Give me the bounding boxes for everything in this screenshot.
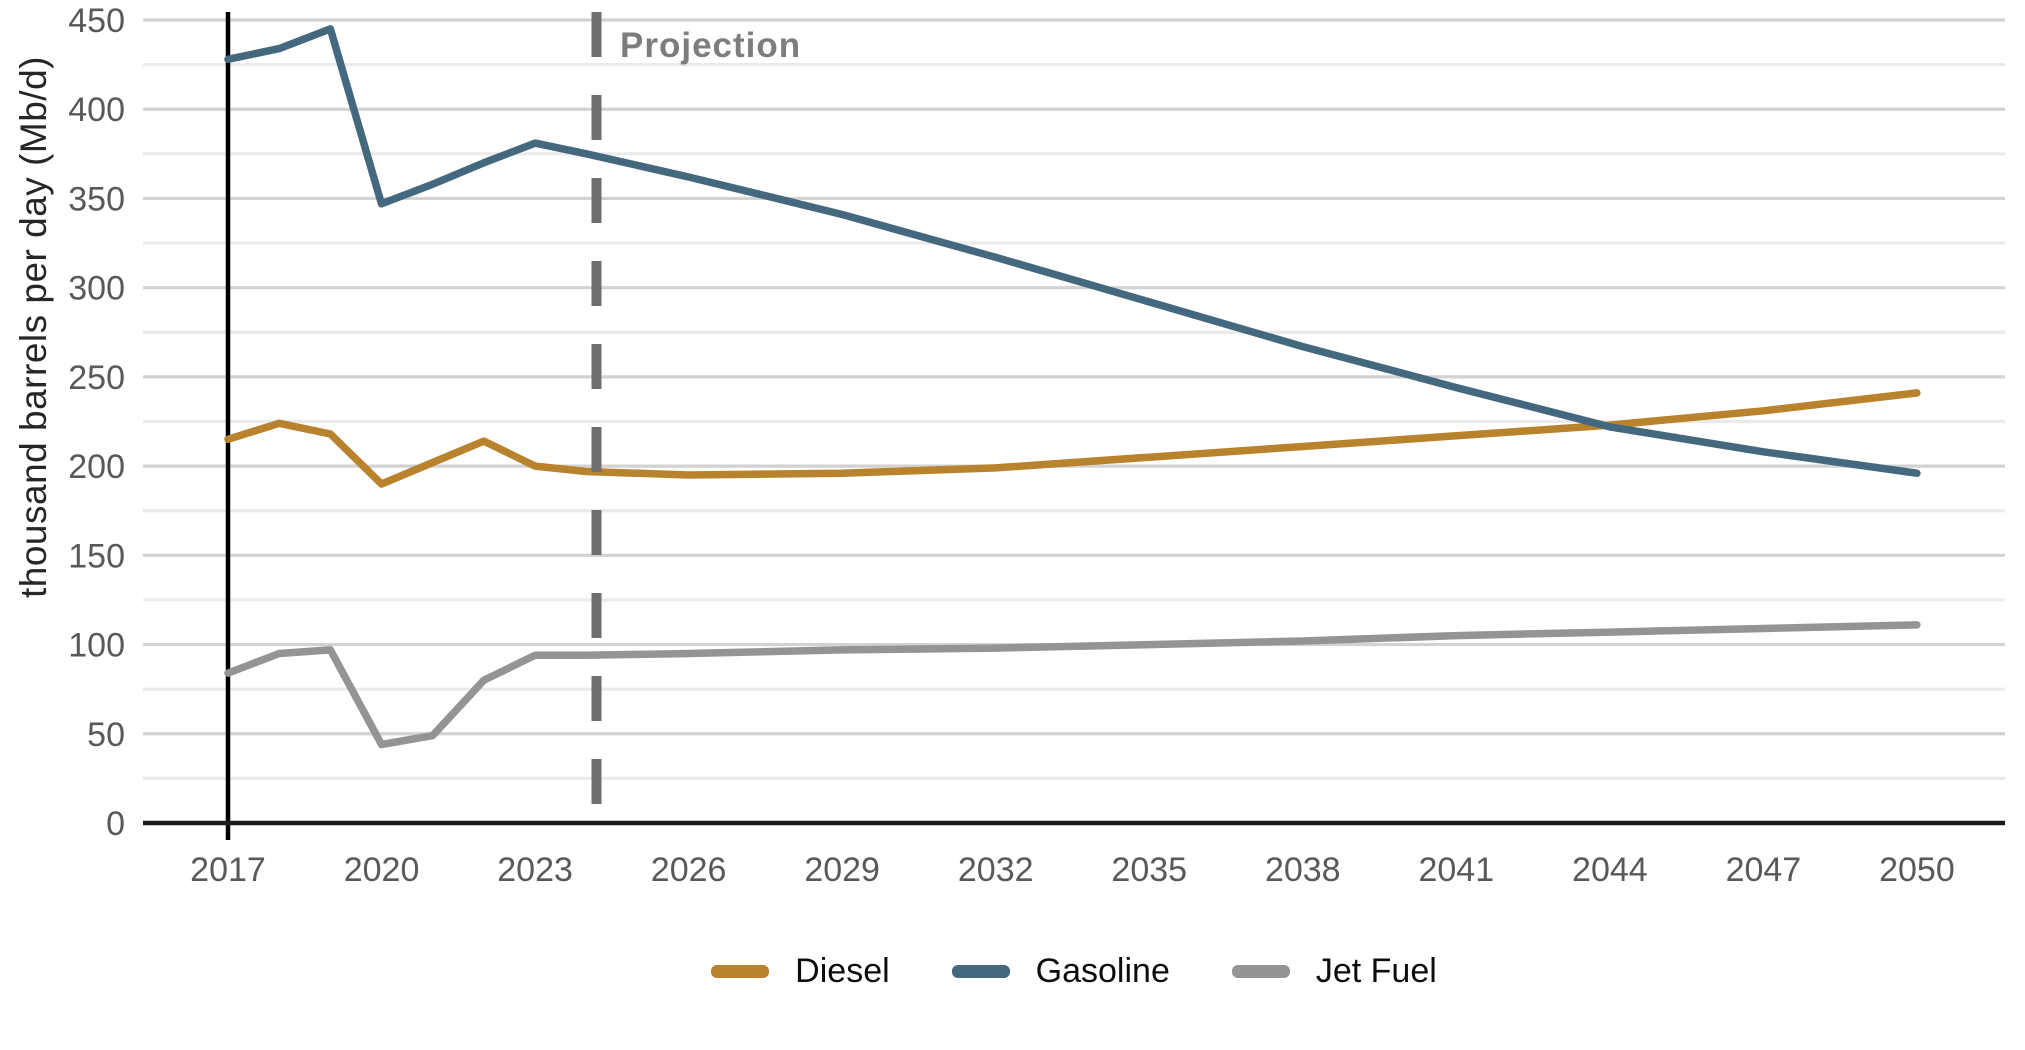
legend-swatch-icon xyxy=(711,965,770,978)
projection-annotation: Projection xyxy=(620,26,802,65)
series-line-jet-fuel xyxy=(224,621,1921,749)
y-tick-label-100: 100 xyxy=(68,627,125,665)
x-tick-label-2044: 2044 xyxy=(1572,851,1648,889)
legend-label: Jet Fuel xyxy=(1315,952,1437,990)
legend-swatch-icon xyxy=(1231,965,1290,978)
y-tick-label-300: 300 xyxy=(68,270,125,308)
x-tick-label-2047: 2047 xyxy=(1726,851,1802,889)
y-tick-label-150: 150 xyxy=(68,537,125,575)
x-tick-label-2038: 2038 xyxy=(1265,851,1341,889)
legend-label: Diesel xyxy=(795,952,890,990)
series-line-gasoline xyxy=(224,25,1921,477)
y-tick-label-400: 400 xyxy=(68,91,125,129)
legend: Diesel Gasoline Jet Fuel xyxy=(143,952,2005,991)
x-tick-label-2029: 2029 xyxy=(804,851,880,889)
y-tick-label-250: 250 xyxy=(68,359,125,397)
x-tick-label-2050: 2050 xyxy=(1879,851,1955,889)
legend-item-jet-fuel: Jet Fuel xyxy=(1231,952,1437,991)
x-tick-label-2017: 2017 xyxy=(190,851,266,889)
y-tick-label-450: 450 xyxy=(68,2,125,40)
y-tick-label-50: 50 xyxy=(87,716,125,754)
x-tick-label-2032: 2032 xyxy=(958,851,1034,889)
y-tick-label-350: 350 xyxy=(68,180,125,218)
x-tick-label-2026: 2026 xyxy=(651,851,727,889)
legend-item-gasoline: Gasoline xyxy=(951,952,1170,991)
series-line-diesel xyxy=(224,389,1921,488)
x-tick-label-2020: 2020 xyxy=(344,851,420,889)
x-tick-label-2035: 2035 xyxy=(1111,851,1187,889)
y-axis-title: thousand barrels per day (Mb/d) xyxy=(13,56,54,598)
legend-label: Gasoline xyxy=(1035,952,1170,990)
y-tick-label-200: 200 xyxy=(68,448,125,486)
x-tick-label-2023: 2023 xyxy=(497,851,573,889)
x-tick-label-2041: 2041 xyxy=(1418,851,1494,889)
y-tick-label-0: 0 xyxy=(106,805,125,843)
legend-item-diesel: Diesel xyxy=(711,952,890,991)
legend-swatch-icon xyxy=(951,965,1010,978)
